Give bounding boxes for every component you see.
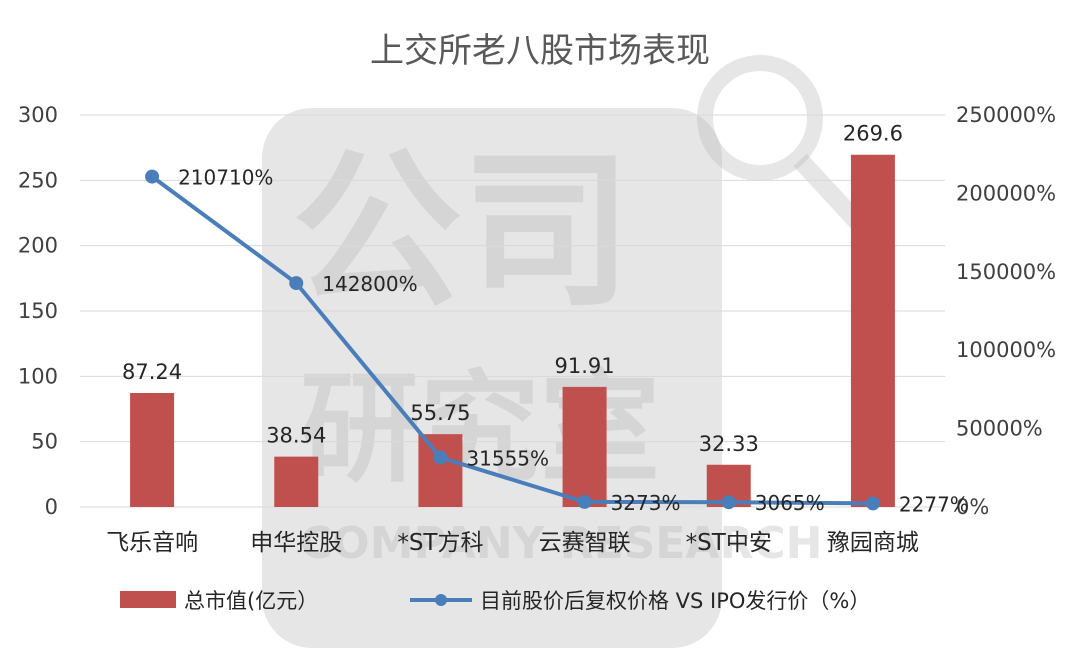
line-point xyxy=(865,496,880,511)
category-label: 豫园商城 xyxy=(827,530,919,556)
left-axis-tick-label: 250 xyxy=(18,168,58,192)
legend-line-label: 目前股价后复权价格 VS IPO发行价（%） xyxy=(480,589,870,613)
line-value-label: 2277% xyxy=(899,492,969,516)
legend-bar-swatch xyxy=(120,591,176,608)
category-label: *ST中安 xyxy=(686,530,772,556)
right-axis-ticks: 0% 50000% 100000% 150000% 200000% 250000% xyxy=(956,103,1056,519)
right-axis-tick-label: 0% xyxy=(956,495,989,519)
bar xyxy=(274,456,319,507)
right-axis-tick-label: 200000% xyxy=(956,181,1056,205)
line-point xyxy=(145,169,160,184)
left-axis-tick-label: 150 xyxy=(18,299,58,323)
bar-value-label: 32.33 xyxy=(699,432,759,456)
line-data-labels: 210710% 142800% 31555% 3273% 3065% 2277% xyxy=(178,166,969,517)
right-axis-tick-label: 50000% xyxy=(956,417,1043,441)
line-point xyxy=(577,494,592,509)
bar-value-label: 55.75 xyxy=(410,401,470,425)
line-point xyxy=(433,450,448,465)
left-axis-tick-label: 100 xyxy=(18,364,58,388)
category-labels: 飞乐音响 申华控股 *ST方科 云赛智联 *ST中安 豫园商城 xyxy=(106,530,919,556)
watermark-bottom-text: COMPANY RESEARCH xyxy=(300,518,822,569)
right-axis-tick-label: 150000% xyxy=(956,260,1056,284)
bar-value-label: 38.54 xyxy=(266,424,326,448)
bar-series xyxy=(130,154,895,508)
line-value-label: 3273% xyxy=(611,491,681,515)
line-value-label: 31555% xyxy=(466,447,549,471)
right-axis-tick-label: 250000% xyxy=(956,103,1056,127)
bar xyxy=(850,154,895,508)
legend: 总市值(亿元） 目前股价后复权价格 VS IPO发行价（%） xyxy=(120,589,870,613)
line-value-label: 3065% xyxy=(755,491,825,515)
line-series xyxy=(145,169,880,511)
bar-data-labels: 87.24 38.54 55.75 91.91 32.33 269.6 xyxy=(122,122,903,456)
watermark-top-text: 公司 xyxy=(292,133,632,331)
bar xyxy=(418,434,463,507)
bar-value-label: 269.6 xyxy=(843,122,903,146)
line-point xyxy=(721,495,736,510)
left-axis-tick-label: 50 xyxy=(31,430,58,454)
bar-value-label: 87.24 xyxy=(122,360,182,384)
right-axis-tick-label: 100000% xyxy=(956,338,1056,362)
line-value-label: 142800% xyxy=(322,272,417,296)
magnifier-icon xyxy=(697,55,823,181)
left-axis-tick-label: 300 xyxy=(18,103,58,127)
gridlines xyxy=(80,114,945,508)
category-label: 申华控股 xyxy=(250,530,342,556)
left-axis-tick-label: 0 xyxy=(45,495,58,519)
category-label: 云赛智联 xyxy=(539,530,631,556)
chart-title: 上交所老八股市场表现 xyxy=(370,31,710,71)
line-path xyxy=(150,174,873,506)
category-label: 飞乐音响 xyxy=(106,530,198,556)
category-label: *ST方科 xyxy=(397,530,483,556)
line-value-label: 210710% xyxy=(178,166,273,190)
left-axis-tick-label: 200 xyxy=(18,234,58,258)
legend-bar-label: 总市值(亿元） xyxy=(184,589,318,613)
bar xyxy=(562,386,607,507)
bar xyxy=(130,393,175,507)
bar-value-label: 91.91 xyxy=(555,354,615,378)
legend-line-marker xyxy=(435,594,447,606)
left-axis-ticks: 0 50 100 150 200 250 300 xyxy=(18,103,58,519)
line-point xyxy=(289,276,304,291)
